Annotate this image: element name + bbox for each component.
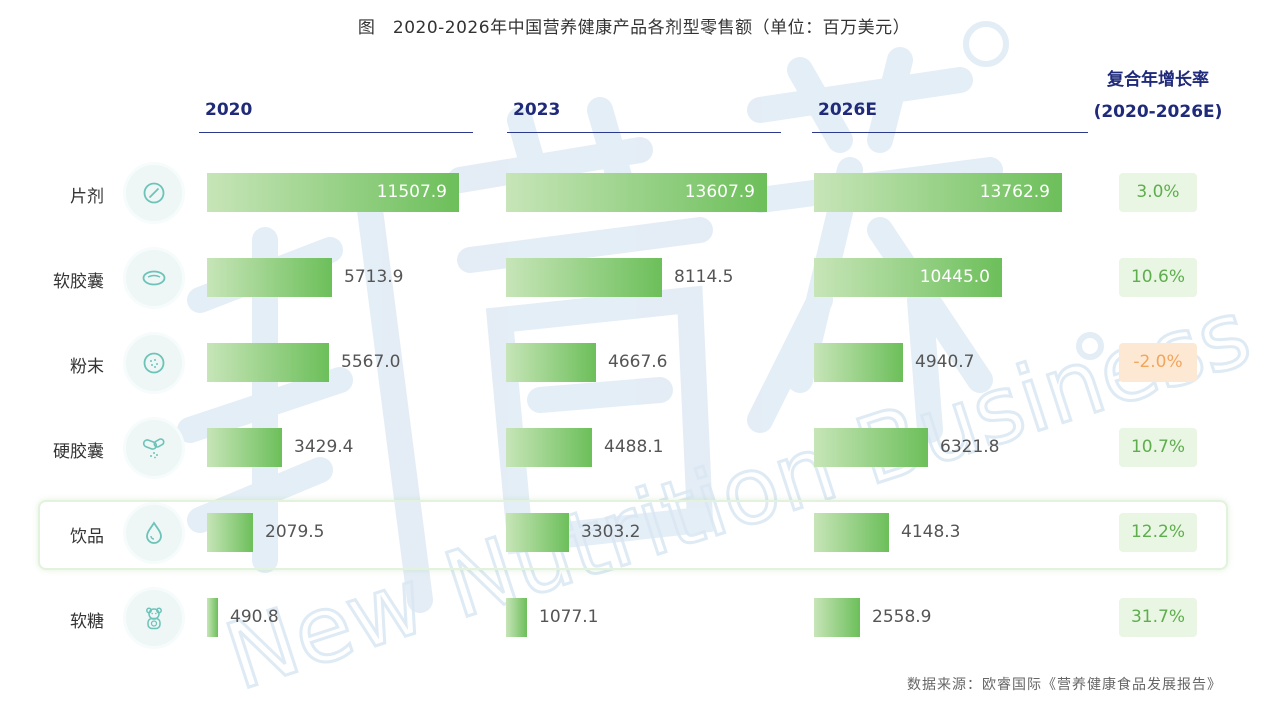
category-label: 硬胶囊 (53, 442, 104, 462)
data-label: 4667.6 (608, 352, 668, 372)
cagr-header: 复合年增长率 (2020-2026E) (1090, 64, 1226, 128)
bar-2020-gummy-bear (207, 598, 218, 637)
data-label: 6321.8 (940, 437, 1000, 457)
category-icon-badge (126, 250, 182, 306)
column-underline-2023 (507, 132, 781, 133)
data-label: 13607.9 (684, 182, 755, 202)
bar-2026e-gummy-bear (814, 598, 860, 637)
data-label: 2079.5 (265, 522, 325, 542)
powder-icon (143, 352, 165, 374)
bar-2026e-powder (814, 343, 903, 382)
bar-2023-tablet (506, 173, 767, 212)
bar-2020-softgel (207, 258, 332, 297)
gummy-bear-icon (146, 607, 162, 630)
bar-2026e-softgel (814, 258, 1002, 297)
category-icon-badge (126, 420, 182, 476)
bar-2020-drink-drop (207, 513, 253, 552)
data-label: 490.8 (230, 607, 279, 627)
drink-drop-icon (146, 521, 162, 544)
category-icon-badge (126, 335, 182, 391)
cagr-header-line1: 复合年增长率 (1107, 70, 1209, 90)
bar-2023-softgel (506, 258, 662, 297)
bar-2023-capsule (506, 428, 592, 467)
data-label: 3429.4 (294, 437, 354, 457)
cagr-badge: 10.7% (1119, 428, 1197, 467)
category-icon-badge (126, 165, 182, 221)
data-label: 5713.9 (344, 267, 404, 287)
bar-2023-drink-drop (506, 513, 569, 552)
bar-2026e-capsule (814, 428, 928, 467)
category-label: 粉末 (70, 357, 104, 377)
chart-title: 图 2020-2026年中国营养健康产品各剂型零售额（单位：百万美元） (357, 18, 911, 38)
category-icon-badge (126, 590, 182, 646)
bar-2026e-tablet (814, 173, 1062, 212)
bar-2020-powder (207, 343, 329, 382)
data-label: 3303.2 (581, 522, 641, 542)
cagr-badge: 12.2% (1119, 513, 1197, 552)
cagr-badge: 10.6% (1119, 258, 1197, 297)
data-label: 13762.9 (979, 182, 1050, 202)
cagr-badge: -2.0% (1119, 343, 1197, 382)
data-label: 1077.1 (539, 607, 599, 627)
cagr-header-line2: (2020-2026E) (1093, 102, 1223, 122)
source-note: 数据来源：欧睿国际《营养健康食品发展报告》 (907, 677, 1222, 693)
bar-2020-capsule (207, 428, 282, 467)
capsule-icon (142, 438, 165, 459)
category-label: 软糖 (70, 612, 104, 632)
bar-2023-powder (506, 343, 596, 382)
data-label: 4488.1 (604, 437, 664, 457)
category-icon-badge (126, 505, 182, 561)
data-label: 10445.0 (919, 267, 990, 287)
softgel-icon (142, 270, 166, 286)
cagr-badge: 3.0% (1119, 173, 1197, 212)
highlight-row-drinks (38, 500, 1228, 570)
data-label: 5567.0 (341, 352, 401, 372)
data-label: 4148.3 (901, 522, 961, 542)
data-label: 8114.5 (674, 267, 734, 287)
column-header-2020: 2020 (205, 100, 253, 120)
cagr-badge: 31.7% (1119, 598, 1197, 637)
data-label: 2558.9 (872, 607, 932, 627)
category-label: 软胶囊 (53, 272, 104, 292)
bar-2020-tablet (207, 173, 459, 212)
column-underline-2026e (812, 132, 1088, 133)
category-label: 饮品 (70, 527, 104, 547)
column-header-2026e: 2026E (818, 100, 877, 120)
tablet-icon (143, 182, 165, 204)
bar-2023-gummy-bear (506, 598, 527, 637)
data-label: 11507.9 (376, 182, 447, 202)
column-underline-2020 (199, 132, 473, 133)
bar-2026e-drink-drop (814, 513, 889, 552)
column-header-2023: 2023 (513, 100, 561, 120)
data-label: 4940.7 (915, 352, 975, 372)
category-label: 片剂 (70, 187, 104, 207)
